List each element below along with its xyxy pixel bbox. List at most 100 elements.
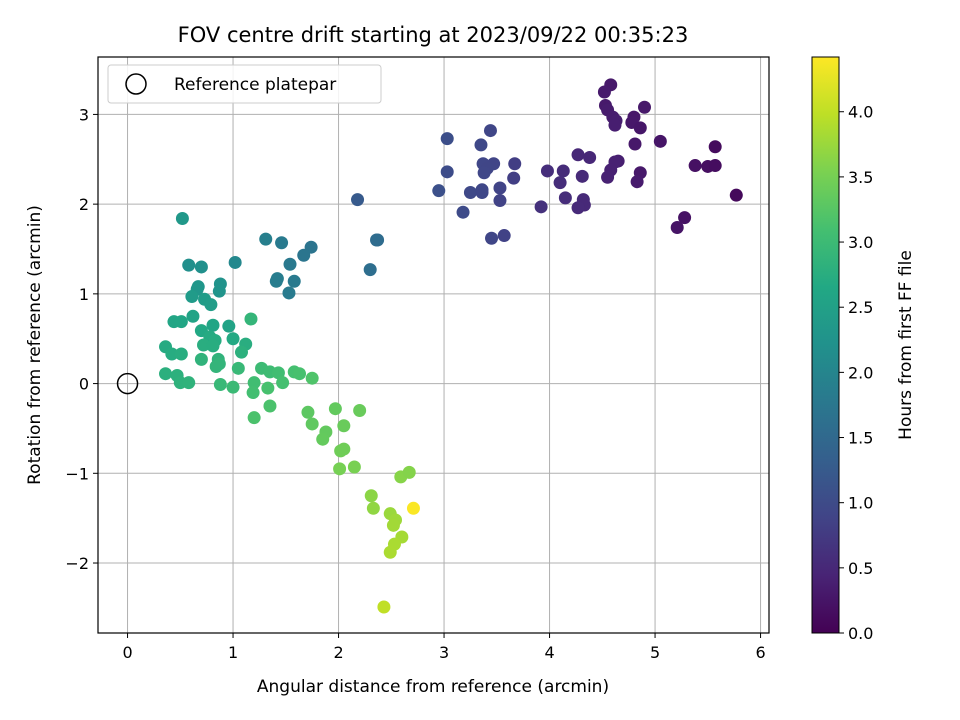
scatter-points <box>159 78 743 614</box>
data-point <box>463 185 477 199</box>
data-point <box>670 220 684 234</box>
data-point <box>246 386 260 400</box>
data-point <box>271 366 285 380</box>
reference-platepar-marker <box>116 372 139 395</box>
colorbar-tick-label: 3.0 <box>848 233 873 252</box>
data-point <box>688 159 702 173</box>
data-point <box>197 338 211 352</box>
colorbar-tick-label: 2.0 <box>848 363 873 382</box>
data-point <box>553 176 567 190</box>
data-point <box>556 164 570 178</box>
data-point <box>493 181 507 195</box>
legend-marker-icon <box>125 73 147 95</box>
legend-box <box>107 64 382 104</box>
data-point <box>234 345 248 359</box>
data-point <box>708 159 722 173</box>
data-point <box>601 170 615 184</box>
data-point <box>497 229 511 243</box>
y-tick-label: 1 <box>79 285 89 304</box>
data-point <box>440 165 454 179</box>
data-point <box>204 298 218 312</box>
data-point <box>729 188 743 202</box>
data-point <box>226 332 240 346</box>
colorbar-label: Hours from first FF file <box>896 250 916 440</box>
data-point <box>571 201 585 215</box>
x-tick-label: 2 <box>333 643 343 662</box>
data-point <box>333 462 347 476</box>
data-point <box>226 380 240 394</box>
colorbar-gradient <box>811 56 840 634</box>
data-point <box>293 367 307 381</box>
data-point <box>456 205 470 219</box>
data-point <box>540 164 554 178</box>
data-point <box>371 233 385 247</box>
data-point <box>282 286 296 300</box>
data-point <box>337 419 351 433</box>
legend: Reference platepar <box>107 64 382 104</box>
data-point <box>507 171 521 185</box>
data-point <box>493 194 507 208</box>
data-point <box>474 138 488 152</box>
data-point <box>206 318 220 332</box>
data-point <box>432 184 446 198</box>
data-point <box>653 134 667 148</box>
data-point <box>608 118 622 132</box>
y-tick-label: −2 <box>65 554 89 573</box>
plot-frame <box>97 56 770 634</box>
data-point <box>483 124 497 138</box>
data-point <box>363 263 377 277</box>
data-point <box>231 361 245 375</box>
data-point <box>269 274 283 288</box>
data-point <box>165 347 179 361</box>
data-point <box>194 260 208 274</box>
data-point <box>508 157 522 171</box>
data-point <box>159 367 173 381</box>
colorbar-tick-label: 1.0 <box>848 494 873 513</box>
data-point <box>583 150 597 164</box>
data-point <box>353 403 367 417</box>
data-point <box>213 377 227 391</box>
data-point <box>305 371 319 385</box>
x-tick-label: 5 <box>650 643 660 662</box>
data-point <box>222 319 236 333</box>
data-point <box>334 444 348 458</box>
data-point <box>708 140 722 154</box>
data-point <box>534 200 548 214</box>
data-point <box>364 489 378 503</box>
data-point <box>182 258 196 272</box>
data-point <box>174 347 188 361</box>
data-point <box>383 545 397 559</box>
data-point <box>182 376 196 390</box>
data-point <box>186 309 200 323</box>
data-point <box>377 600 391 614</box>
data-point <box>247 376 261 390</box>
data-point <box>212 284 226 298</box>
x-tick-label: 6 <box>755 643 765 662</box>
colorbar-tick-label: 3.5 <box>848 168 873 187</box>
data-point <box>194 352 208 366</box>
data-point <box>305 417 319 431</box>
colorbar-tick-label: 0.0 <box>848 624 873 643</box>
y-tick-label: −1 <box>65 464 89 483</box>
data-point <box>174 315 188 329</box>
data-point <box>630 175 644 189</box>
grid-lines <box>98 57 769 633</box>
data-point <box>571 148 585 162</box>
data-point <box>228 255 242 269</box>
data-point <box>263 399 277 413</box>
data-point <box>247 411 261 425</box>
x-tick-label: 0 <box>122 643 132 662</box>
data-point <box>276 376 290 390</box>
chart-title: FOV centre drift starting at 2023/09/22 … <box>178 23 689 47</box>
data-point <box>575 169 589 183</box>
y-tick-label: 3 <box>79 105 89 124</box>
data-point <box>244 312 258 326</box>
data-point <box>351 193 365 207</box>
data-point <box>206 339 220 353</box>
y-tick-label: 2 <box>79 195 89 214</box>
data-point <box>328 402 342 416</box>
colorbar: 0.0 0.5 1.0 1.5 2.0 2.5 3.0 3.5 4.0 Hours from f… <box>811 56 916 643</box>
data-point <box>402 465 416 479</box>
data-point <box>558 191 572 205</box>
data-point <box>477 166 491 180</box>
